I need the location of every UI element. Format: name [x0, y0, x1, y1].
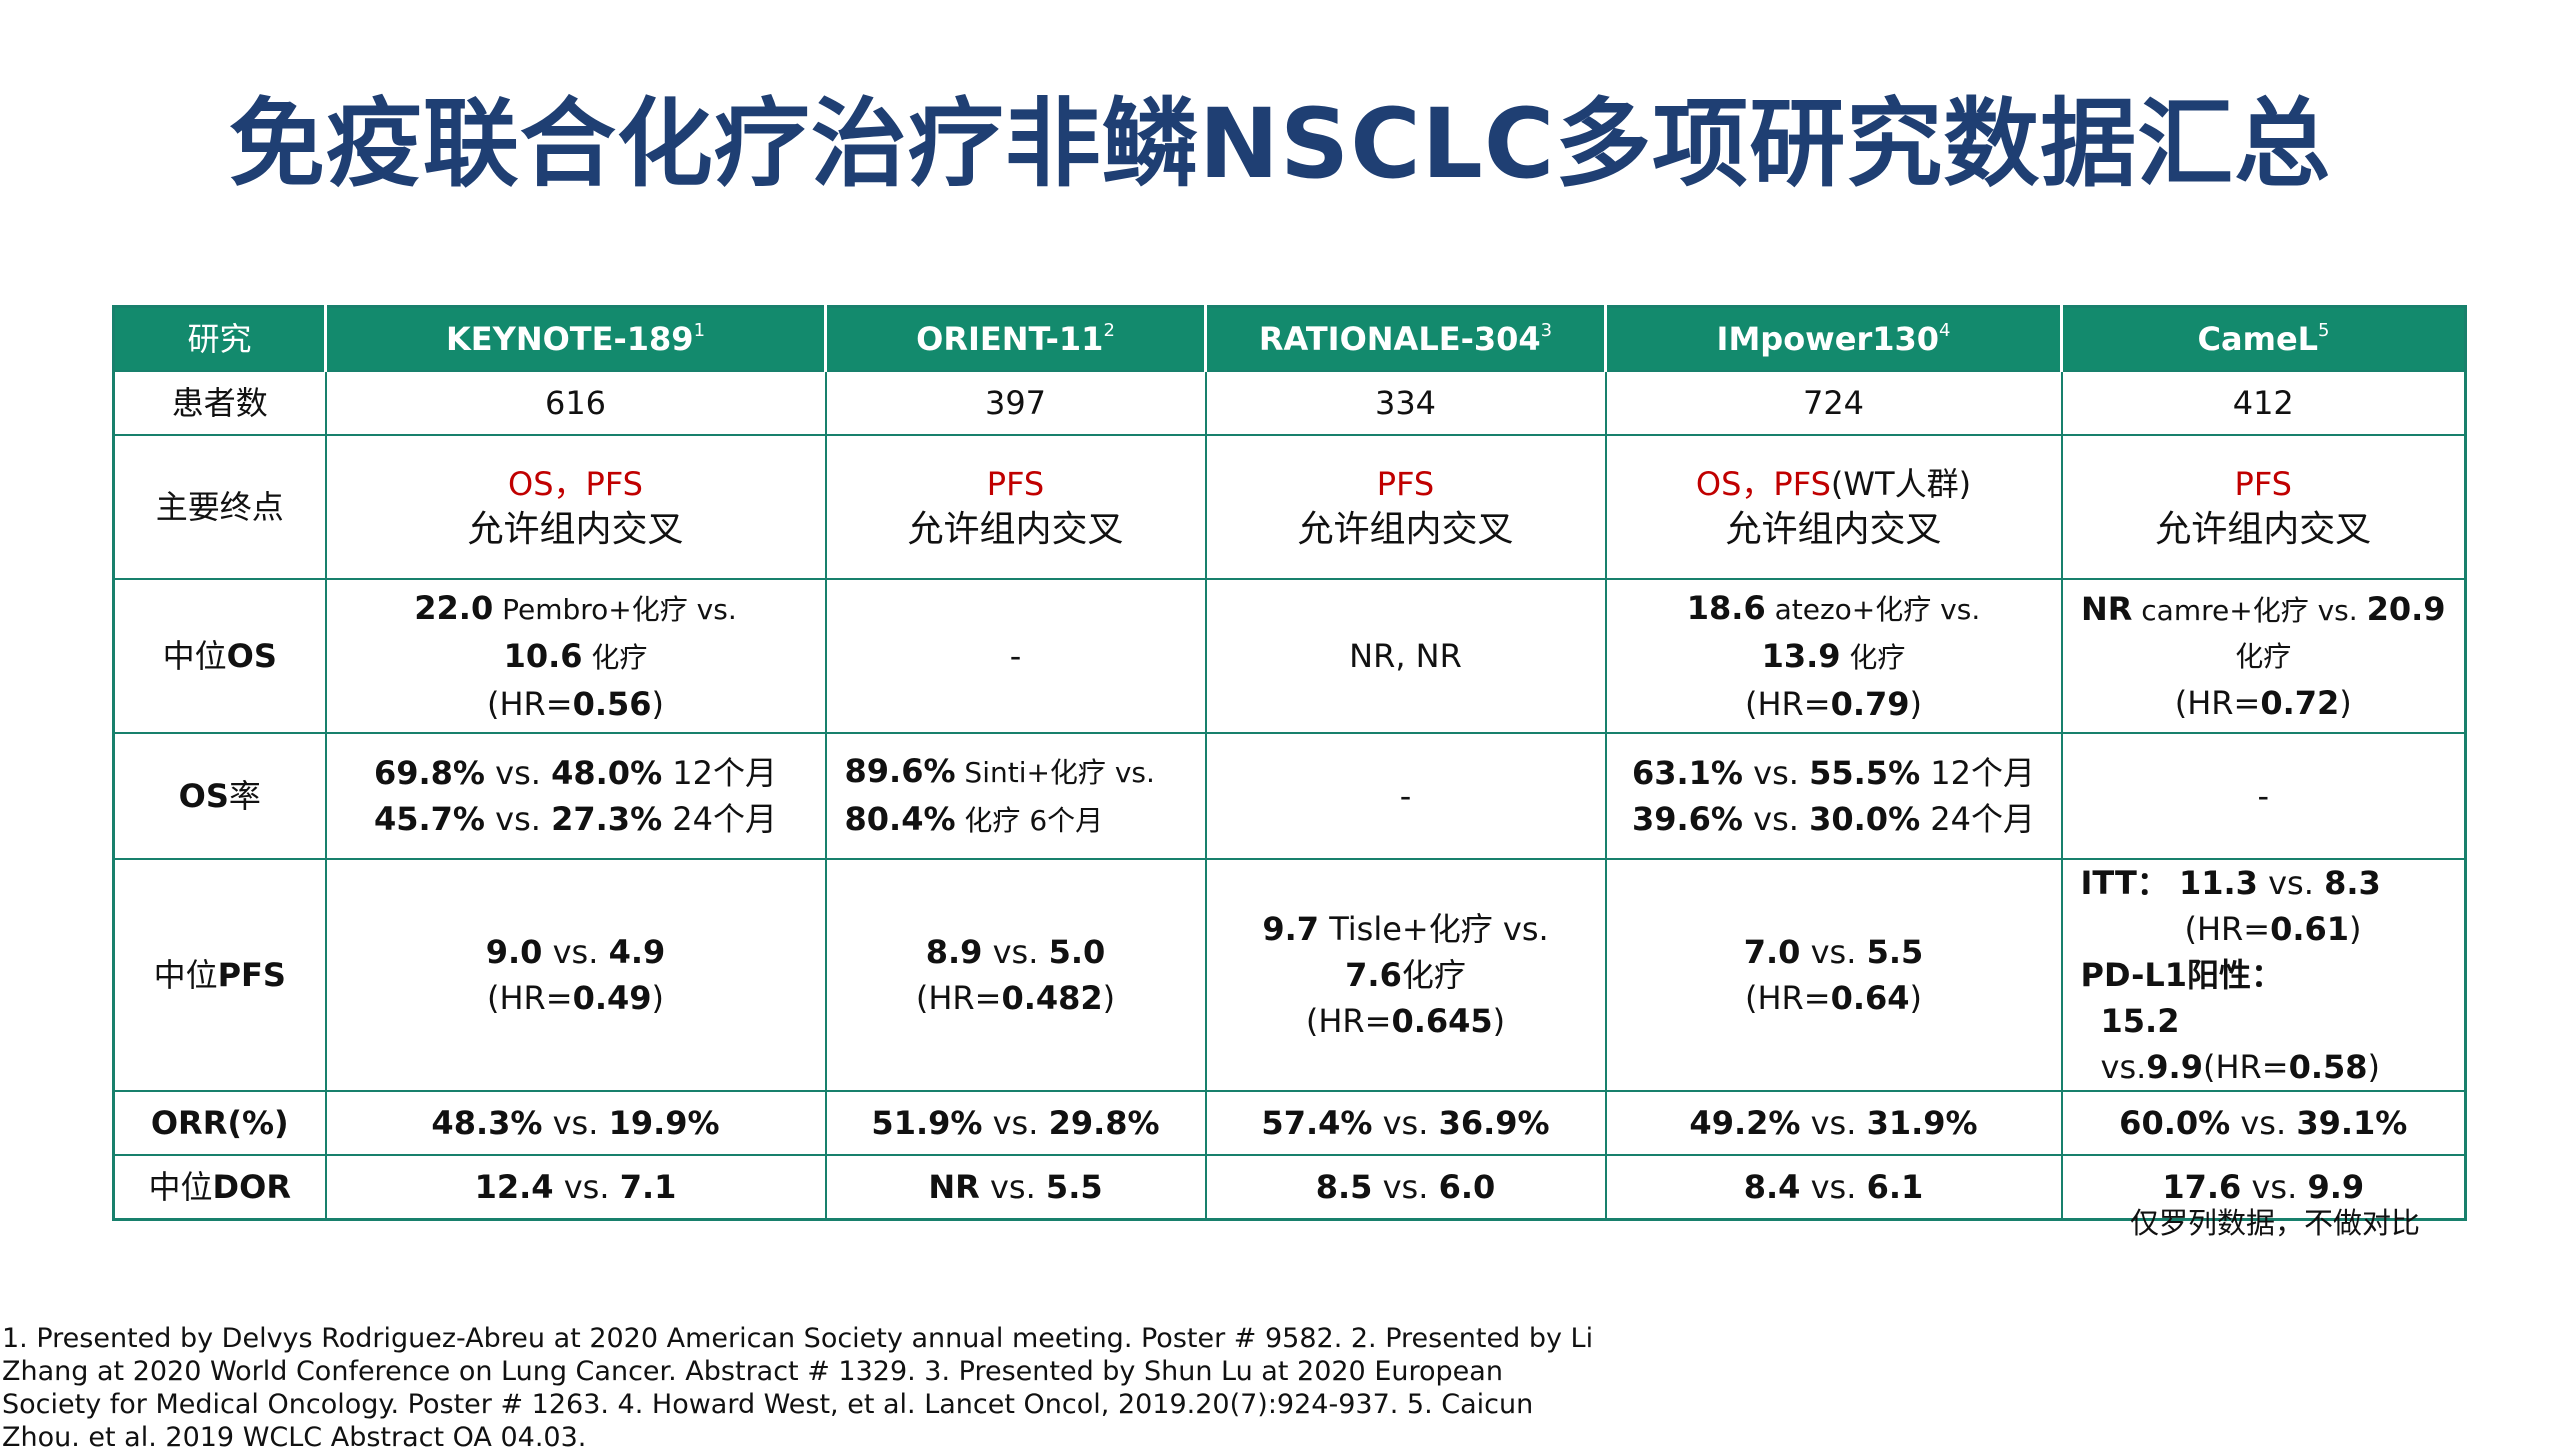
cell-patients-4: 724 [1604, 370, 2063, 436]
table-row-dor: 中位DOR 12.4 vs. 7.1 NR vs. 5.5 8.5 vs. 6.… [112, 1154, 2467, 1220]
header-label: 研究 [112, 305, 327, 372]
cell-patients-1: 616 [324, 370, 827, 436]
table-row-orr: ORR(%) 48.3% vs. 19.9% 51.9% vs. 29.8% 5… [112, 1090, 2467, 1156]
cell-median-pfs-5: ITT： 11.3 vs. 8.3 (HR=0.61) PD-L1阳性： 15.… [2060, 858, 2467, 1092]
cell-dor-3: 8.5 vs. 6.0 [1204, 1154, 1607, 1220]
table-row-endpoint: 主要终点 OS，PFS 允许组内交叉 PFS 允许组内交叉 PFS 允许组内交叉 OS… [112, 434, 2467, 580]
cell-patients-3: 334 [1204, 370, 1607, 436]
cell-orr-5: 60.0% vs. 39.1% [2060, 1090, 2467, 1156]
cell-patients-2: 397 [824, 370, 1207, 436]
header-impower130: IMpower1304 [1604, 305, 2063, 372]
cell-endpoint-1: OS，PFS 允许组内交叉 [324, 434, 827, 580]
cell-median-pfs-2: 8.9 vs. 5.0 (HR=0.482) [824, 858, 1207, 1092]
table-row-median-pfs: 中位PFS 9.0 vs. 4.9 (HR=0.49) 8.9 vs. 5.0 … [112, 858, 2467, 1092]
cell-os-rate-1: 69.8% vs. 48.0% 12个月 45.7% vs. 27.3% 24个… [324, 732, 827, 860]
cell-median-os-5: NR camre+化疗 vs. 20.9 化疗 (HR=0.72) [2060, 578, 2467, 734]
cell-median-pfs-4: 7.0 vs. 5.5 (HR=0.64) [1604, 858, 2063, 1092]
cell-endpoint-3: PFS 允许组内交叉 [1204, 434, 1607, 580]
cell-endpoint-2: PFS 允许组内交叉 [824, 434, 1207, 580]
row-label-median-os: 中位OS [112, 578, 327, 734]
row-label-median-pfs: 中位PFS [112, 858, 327, 1092]
cell-median-os-2: - [824, 578, 1207, 734]
cell-median-pfs-3: 9.7 Tisle+化疗 vs. 7.6化疗 (HR=0.645) [1204, 858, 1607, 1092]
cell-os-rate-3: - [1204, 732, 1607, 860]
cell-orr-4: 49.2% vs. 31.9% [1604, 1090, 2063, 1156]
header-camel: CameL5 [2060, 305, 2467, 372]
study-comparison-table: 研究 KEYNOTE-1891 ORIENT-112 RATIONALE-304… [112, 305, 2467, 1221]
references-footnote: 1. Presented by Delvys Rodriguez-Abreu a… [2, 1323, 1594, 1453]
cell-median-pfs-1: 9.0 vs. 4.9 (HR=0.49) [324, 858, 827, 1092]
cell-orr-2: 51.9% vs. 29.8% [824, 1090, 1207, 1156]
cell-orr-1: 48.3% vs. 19.9% [324, 1090, 827, 1156]
header-orient-11: ORIENT-112 [824, 305, 1207, 372]
header-rationale-304: RATIONALE-3043 [1204, 305, 1607, 372]
page-title: 免疫联合化疗治疗非鳞NSCLC多项研究数据汇总 [228, 88, 2332, 200]
row-label-endpoint: 主要终点 [112, 434, 327, 580]
cell-dor-1: 12.4 vs. 7.1 [324, 1154, 827, 1220]
cell-orr-3: 57.4% vs. 36.9% [1204, 1090, 1607, 1156]
row-label-orr: ORR(%) [112, 1090, 327, 1156]
table-header-row: 研究 KEYNOTE-1891 ORIENT-112 RATIONALE-304… [112, 305, 2467, 372]
cell-dor-5: 17.6 vs. 9.9 [2060, 1154, 2467, 1220]
disclaimer-note: 仅罗列数据，不做对比 [2129, 1206, 2420, 1240]
cell-os-rate-2: 89.6% Sinti+化疗 vs. 80.4% 化疗 6个月 [824, 732, 1207, 860]
header-keynote-189: KEYNOTE-1891 [324, 305, 827, 372]
cell-dor-2: NR vs. 5.5 [824, 1154, 1207, 1220]
cell-os-rate-4: 63.1% vs. 55.5% 12个月 39.6% vs. 30.0% 24个… [1604, 732, 2063, 860]
table-row-median-os: 中位OS 22.0 Pembro+化疗 vs. 10.6 化疗 (HR=0.56… [112, 578, 2467, 734]
table-row-os-rate: OS率 69.8% vs. 48.0% 12个月 45.7% vs. 27.3%… [112, 732, 2467, 860]
table-row-patients: 患者数 616 397 334 724 412 [112, 370, 2467, 436]
cell-patients-5: 412 [2060, 370, 2467, 436]
row-label-dor: 中位DOR [112, 1154, 327, 1220]
cell-median-os-4: 18.6 atezo+化疗 vs. 13.9 化疗 (HR=0.79) [1604, 578, 2063, 734]
cell-endpoint-5: PFS 允许组内交叉 [2060, 434, 2467, 580]
cell-dor-4: 8.4 vs. 6.1 [1604, 1154, 2063, 1220]
row-label-os-rate: OS率 [112, 732, 327, 860]
cell-endpoint-4: OS，PFS(WT人群) 允许组内交叉 [1604, 434, 2063, 580]
cell-median-os-3: NR, NR [1204, 578, 1607, 734]
cell-median-os-1: 22.0 Pembro+化疗 vs. 10.6 化疗 (HR=0.56) [324, 578, 827, 734]
cell-os-rate-5: - [2060, 732, 2467, 860]
row-label-patients: 患者数 [112, 370, 327, 436]
